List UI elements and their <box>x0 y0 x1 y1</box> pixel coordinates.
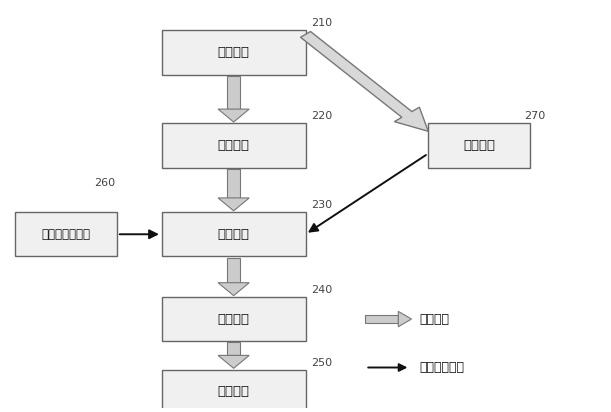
Text: 直播服务: 直播服务 <box>463 139 495 152</box>
Polygon shape <box>301 31 428 131</box>
Text: 240: 240 <box>312 285 333 295</box>
FancyBboxPatch shape <box>162 297 306 341</box>
Text: 230: 230 <box>312 200 332 210</box>
Text: 视频剪辑: 视频剪辑 <box>218 313 250 325</box>
Text: 视频数据: 视频数据 <box>419 313 449 325</box>
Text: 点播服务: 点播服务 <box>218 385 250 398</box>
Text: 电子节目表服务: 电子节目表服务 <box>42 228 90 241</box>
Text: 270: 270 <box>524 111 545 121</box>
FancyBboxPatch shape <box>162 212 306 256</box>
Bar <box>227 342 240 356</box>
Text: 自动录像: 自动录像 <box>218 228 250 241</box>
Bar <box>227 76 240 109</box>
Text: 服务信息数据: 服务信息数据 <box>419 361 464 374</box>
FancyBboxPatch shape <box>162 370 306 412</box>
Bar <box>365 316 398 323</box>
Text: 250: 250 <box>312 358 332 368</box>
FancyBboxPatch shape <box>162 30 306 75</box>
Bar <box>227 169 240 198</box>
Text: 260: 260 <box>94 178 115 188</box>
Polygon shape <box>218 109 249 122</box>
Polygon shape <box>398 311 411 327</box>
Bar <box>227 258 240 283</box>
Text: 视频存储: 视频存储 <box>218 139 250 152</box>
FancyBboxPatch shape <box>15 212 117 256</box>
Text: 210: 210 <box>312 19 332 28</box>
Text: 视频编码: 视频编码 <box>218 46 250 59</box>
FancyBboxPatch shape <box>428 123 530 168</box>
Polygon shape <box>218 198 249 211</box>
Polygon shape <box>218 283 249 296</box>
Text: 220: 220 <box>312 111 333 121</box>
Polygon shape <box>218 356 249 368</box>
FancyBboxPatch shape <box>162 123 306 168</box>
